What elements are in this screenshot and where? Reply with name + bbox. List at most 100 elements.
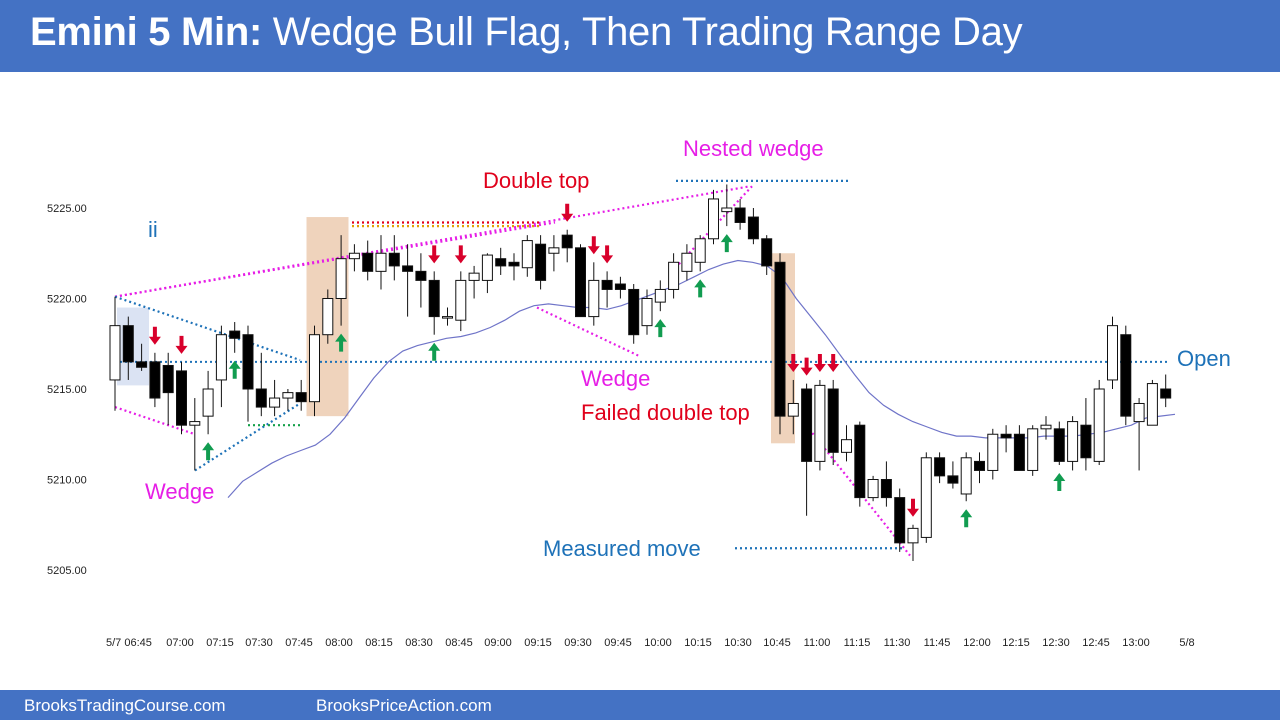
y-tick-label: 5205.00 (47, 565, 87, 577)
bull-candle (189, 421, 201, 426)
bull-candle (960, 457, 972, 495)
bear-candle (1000, 433, 1012, 439)
bear-candle (747, 216, 759, 240)
bull-candle (841, 439, 852, 453)
bull-candle (920, 457, 932, 538)
bear-candle (122, 325, 134, 363)
x-tick-label: 11:15 (844, 637, 871, 649)
x-tick-label: 12:45 (1082, 637, 1110, 649)
bear-candle (614, 283, 626, 290)
page-title: Emini 5 Min: Wedge Bull Flag, Then Tradi… (30, 10, 1023, 55)
x-tick-label: 12:15 (1002, 637, 1030, 649)
annotation-label: Failed double top (581, 400, 750, 425)
pullback-wedge-line (536, 306, 641, 358)
bull-candle (588, 279, 600, 318)
up-arrow-icon (428, 342, 441, 361)
footer-bar: BrooksTradingCourse.com BrooksPriceActio… (0, 690, 1280, 720)
bear-candle (136, 361, 148, 368)
x-tick-label: 10:30 (724, 637, 752, 649)
x-tick-label: 11:30 (884, 637, 911, 649)
bear-candle (1053, 428, 1065, 462)
up-arrow-icon (228, 360, 241, 379)
annotation-label: ii (148, 217, 158, 242)
x-tick-label: 07:15 (206, 637, 234, 649)
x-tick-label: 09:15 (524, 637, 552, 649)
x-tick-label: 09:45 (604, 637, 632, 649)
bull-candle (787, 402, 799, 417)
x-tick-label: 13:00 (1122, 637, 1150, 649)
page-title-bold: Emini 5 Min: (30, 10, 262, 54)
bear-candle (1120, 334, 1132, 417)
bull-candle (481, 254, 493, 281)
bull-candle (654, 288, 666, 303)
bull-candle (455, 279, 467, 321)
bull-candle (694, 238, 706, 263)
bear-candle (1160, 388, 1172, 399)
y-tick-label: 5210.00 (47, 475, 87, 487)
bull-candle (322, 298, 334, 336)
bear-candle (774, 261, 786, 417)
down-arrow-icon (827, 353, 840, 372)
up-arrow-icon (960, 509, 973, 528)
down-arrow-icon (787, 353, 800, 372)
x-tick-label: 07:45 (285, 637, 313, 649)
y-tick-label: 5220.00 (47, 294, 87, 306)
bull-candle (548, 247, 560, 254)
annotation-label: Wedge (145, 479, 214, 504)
bull-candle (681, 252, 693, 272)
down-arrow-icon (587, 236, 600, 255)
bull-candle (708, 198, 719, 240)
bear-candle (428, 279, 440, 318)
up-arrow-icon (694, 279, 707, 298)
bull-candle (442, 316, 453, 319)
bear-candle (894, 497, 906, 544)
bull-candle (1040, 424, 1052, 430)
bull-candle (335, 258, 347, 299)
bear-candle (535, 243, 547, 281)
bear-candle (415, 270, 427, 281)
down-arrow-icon (428, 245, 441, 264)
bear-candle (880, 479, 892, 499)
bear-candle (388, 252, 400, 267)
bull-candle (721, 207, 733, 213)
annotation-label: Wedge (581, 366, 650, 391)
bear-candle (495, 258, 507, 267)
x-tick-label: 10:15 (684, 637, 712, 649)
bull-candle (282, 392, 294, 399)
bear-candle (761, 238, 773, 267)
down-arrow-icon (813, 353, 826, 372)
bear-candle (628, 288, 640, 336)
bull-candle (269, 397, 281, 408)
x-tick-label: 07:00 (166, 637, 194, 649)
bull-candle (375, 252, 387, 272)
bear-candle (734, 207, 746, 223)
x-tick-label: 10:00 (644, 637, 672, 649)
down-arrow-icon (561, 203, 574, 222)
candlestick-chart: 5205.00 5210.00 5215.00 5220.00 5225.00 5/7 0… (47, 136, 1231, 649)
bull-candle (1093, 388, 1105, 462)
footer-link-left[interactable]: BrooksTradingCourse.com (24, 696, 226, 715)
bull-candle (521, 240, 533, 269)
bear-candle (508, 261, 520, 267)
page-title-rest: Wedge Bull Flag, Then Trading Range Day (261, 10, 1023, 54)
bear-candle (974, 460, 985, 471)
bull-candle (1067, 421, 1079, 462)
up-arrow-icon (720, 234, 733, 253)
bull-candle (1027, 428, 1039, 471)
x-tick-label: 08:15 (365, 637, 393, 649)
annotation-label: Measured move (543, 536, 701, 561)
x-tick-label: 09:00 (484, 637, 512, 649)
footer-link-right[interactable]: BrooksPriceAction.com (316, 696, 492, 715)
bear-candle (149, 361, 161, 399)
bull-candle (1146, 383, 1158, 426)
bull-candle (814, 384, 826, 462)
bull-candle (668, 261, 680, 290)
x-tick-label: 12:00 (963, 637, 991, 649)
bear-candle (575, 247, 586, 318)
bull-candle (987, 433, 999, 471)
bear-candle (947, 475, 959, 484)
down-arrow-icon (800, 357, 813, 376)
bull-candle (1133, 402, 1145, 423)
bear-candle (934, 457, 946, 477)
x-tick-label: 08:00 (325, 637, 353, 649)
